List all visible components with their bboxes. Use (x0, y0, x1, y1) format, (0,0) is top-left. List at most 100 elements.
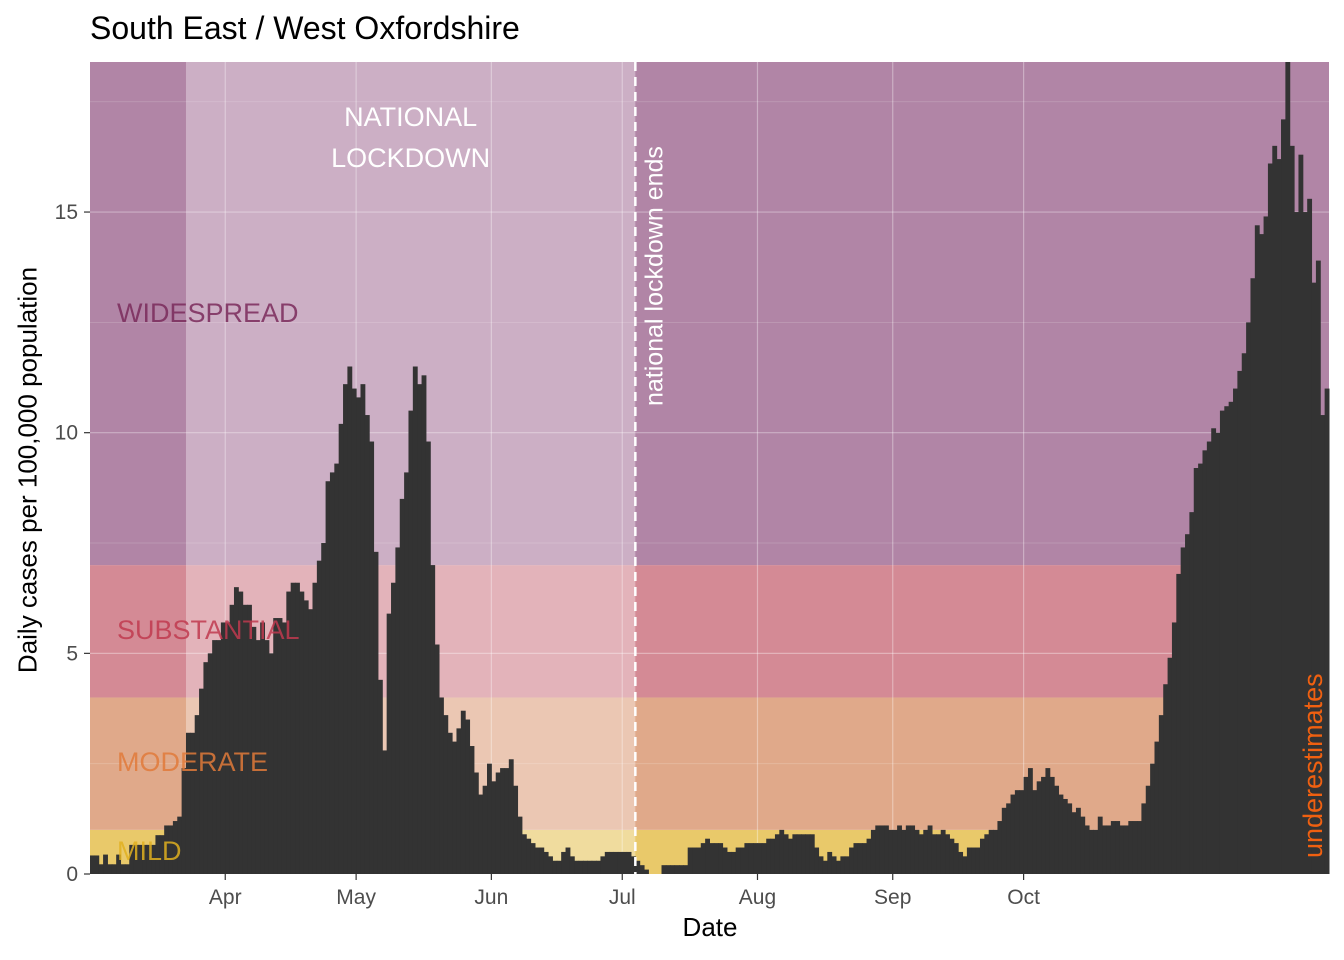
bar (373, 551, 379, 874)
bar (1189, 512, 1195, 874)
bar (539, 847, 545, 874)
bar (185, 732, 191, 874)
bar (683, 865, 689, 874)
bar (465, 719, 471, 874)
bar (1167, 657, 1173, 874)
bar (1233, 388, 1238, 874)
bar (290, 582, 296, 874)
bar (796, 834, 802, 874)
bar (971, 847, 977, 874)
bar (748, 843, 754, 874)
bar (1054, 785, 1060, 874)
x-tick-label: Apr (209, 886, 242, 909)
bar (639, 865, 645, 874)
bar (456, 728, 462, 874)
bar (844, 856, 850, 874)
bar (892, 829, 898, 874)
chart-title: South East / West Oxfordshire (90, 10, 520, 46)
bar (255, 640, 261, 874)
bar (268, 653, 274, 874)
bar (356, 397, 361, 874)
bar (1320, 415, 1326, 874)
bar (801, 834, 806, 874)
bar (238, 591, 244, 874)
bar (1119, 825, 1125, 874)
bar (678, 865, 684, 874)
bar (1128, 821, 1134, 874)
bar (635, 860, 641, 874)
bar (1115, 821, 1121, 874)
bar (534, 847, 540, 874)
x-tick-label: Oct (1007, 886, 1040, 909)
bar (1027, 768, 1033, 874)
bar (966, 847, 972, 874)
bar (556, 860, 562, 874)
bar (98, 864, 104, 874)
bar (369, 441, 375, 874)
bar (731, 851, 737, 874)
y-tick-label: 5 (66, 642, 78, 665)
bar (190, 732, 196, 874)
bar (1010, 794, 1016, 874)
bar (386, 613, 392, 874)
bar (1224, 406, 1230, 874)
y-tick-label: 15 (55, 201, 78, 224)
bar (705, 838, 710, 874)
bar (1311, 282, 1317, 874)
lockdown-label-line-2: LOCKDOWN (331, 143, 490, 173)
bar (194, 715, 200, 874)
bar (395, 547, 401, 874)
bar (726, 851, 732, 874)
bar (1289, 145, 1295, 874)
bar (879, 825, 885, 874)
bar (1154, 741, 1160, 874)
bar (997, 821, 1003, 874)
bar (596, 860, 601, 874)
bar (181, 768, 187, 874)
bar (757, 843, 763, 874)
bar (1171, 622, 1177, 874)
bar (1176, 573, 1182, 874)
bar (552, 860, 558, 874)
bar (1137, 821, 1142, 874)
bar (452, 741, 457, 874)
bar (443, 715, 449, 874)
bar (364, 415, 370, 874)
bar (482, 785, 488, 874)
bar (587, 860, 593, 874)
bar (286, 591, 292, 874)
bar (1202, 450, 1208, 874)
bar (753, 843, 758, 874)
band-widespread (90, 62, 1329, 566)
bar (321, 543, 327, 874)
bar (827, 851, 833, 874)
bar (133, 844, 139, 874)
bar (945, 834, 950, 874)
bar (788, 838, 793, 874)
bar (391, 582, 396, 874)
bar (517, 816, 523, 874)
bar (1080, 816, 1086, 874)
bar (277, 618, 283, 874)
bar (412, 366, 418, 874)
lockdown-end-label: national lockdown ends (640, 146, 668, 406)
bar (329, 472, 335, 874)
bar (888, 829, 894, 874)
bar (1206, 441, 1212, 874)
bar (129, 844, 135, 874)
bar (766, 838, 772, 874)
bar (1023, 776, 1029, 874)
bar (233, 587, 239, 874)
bar (439, 697, 444, 874)
bar (316, 560, 322, 874)
axes: 0 5 10 15 Apr May Jun Jul Aug Sep Oct (55, 201, 1040, 909)
bar (168, 825, 174, 874)
bar (931, 834, 937, 874)
bar (936, 834, 942, 874)
bar (1267, 163, 1273, 874)
bar (870, 829, 876, 874)
bar (644, 869, 649, 874)
bar (735, 847, 741, 874)
bar (225, 622, 231, 874)
bar (1228, 401, 1234, 874)
